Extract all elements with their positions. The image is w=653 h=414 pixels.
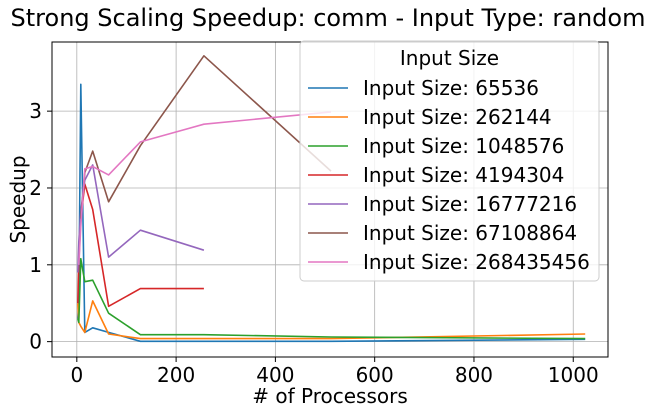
series-line-5 <box>77 164 205 273</box>
x-tick-label: 0 <box>70 363 83 387</box>
y-tick-label: 0 <box>29 330 42 354</box>
x-tick-label: 1000 <box>548 363 599 387</box>
y-tick-label: 2 <box>29 176 42 200</box>
x-tick-label: 800 <box>455 363 493 387</box>
legend-box <box>299 40 600 282</box>
x-tick-label: 600 <box>356 363 394 387</box>
series-line-3 <box>77 257 586 340</box>
series-layer <box>77 54 586 343</box>
x-tick-label: 200 <box>157 363 195 387</box>
legend-label-6: Input Size: 67108864 <box>363 221 577 245</box>
chart-title: Strong Scaling Speedup: comm - Input Typ… <box>11 4 646 32</box>
series-line-7 <box>78 111 332 265</box>
legend-label-1: Input Size: 65536 <box>363 76 539 100</box>
x-axis-label: # of Processors <box>252 384 408 408</box>
series-line-6 <box>80 54 332 219</box>
legend-items: Input Size: 65536 Input Size: 262144 Input… <box>308 76 590 274</box>
legend-label-5: Input Size: 16777216 <box>363 192 577 216</box>
y-tick-label: 3 <box>29 99 42 123</box>
y-tick-label: 1 <box>29 253 42 277</box>
series-line-1 <box>77 83 586 343</box>
legend-title: Input Size <box>400 46 499 70</box>
legend-label-2: Input Size: 262144 <box>363 105 552 129</box>
y-axis-label: Speedup <box>6 155 30 243</box>
legend-label-7: Input Size: 268435456 <box>363 250 590 274</box>
series-line-2 <box>77 300 586 340</box>
tick-layer: 0 200 400 600 800 1000 0 1 2 3 <box>29 99 598 387</box>
legend-label-3: Input Size: 1048576 <box>363 134 564 158</box>
x-tick-label: 400 <box>256 363 294 387</box>
legend-label-4: Input Size: 4194304 <box>363 163 564 187</box>
